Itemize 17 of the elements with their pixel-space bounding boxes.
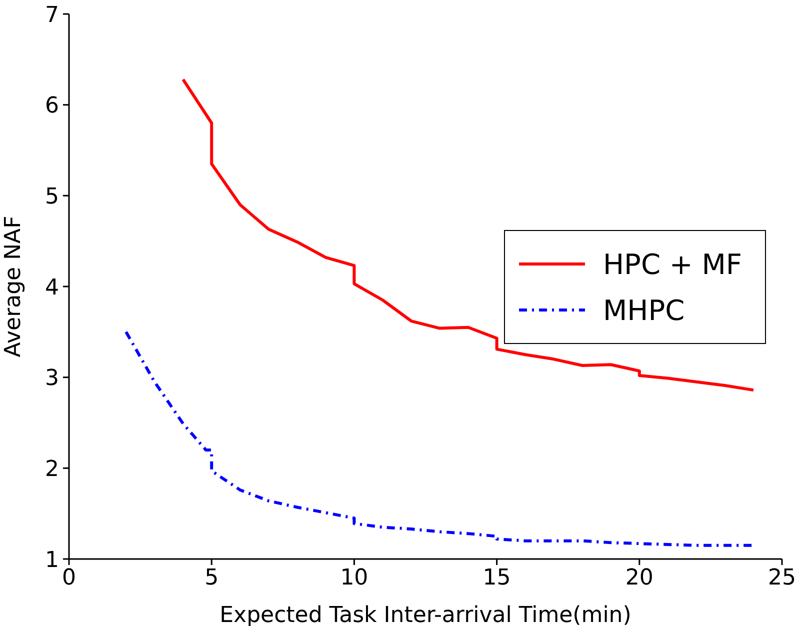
y-tick-label: 4 xyxy=(45,275,59,300)
y-tick-label: 5 xyxy=(45,184,59,210)
x-tick-label: 25 xyxy=(768,566,796,591)
y-tick-label: 2 xyxy=(45,456,59,482)
y-axis-title: Average NAF xyxy=(0,216,26,358)
x-tick-label: 15 xyxy=(482,566,511,591)
y-tick-label: 6 xyxy=(45,94,59,119)
line-series xyxy=(182,78,755,392)
legend-label: HPC + MF xyxy=(603,248,742,280)
x-tick-label: 0 xyxy=(62,566,76,591)
x-tick-label: 20 xyxy=(625,566,654,591)
x-tick-label: 5 xyxy=(204,566,219,591)
x-tick-label: 10 xyxy=(340,566,368,591)
y-tick-label: 7 xyxy=(45,2,59,28)
legend-label: MHPC xyxy=(603,294,685,326)
y-tick-label: 3 xyxy=(45,366,59,392)
y-tick-label: 1 xyxy=(45,548,59,573)
